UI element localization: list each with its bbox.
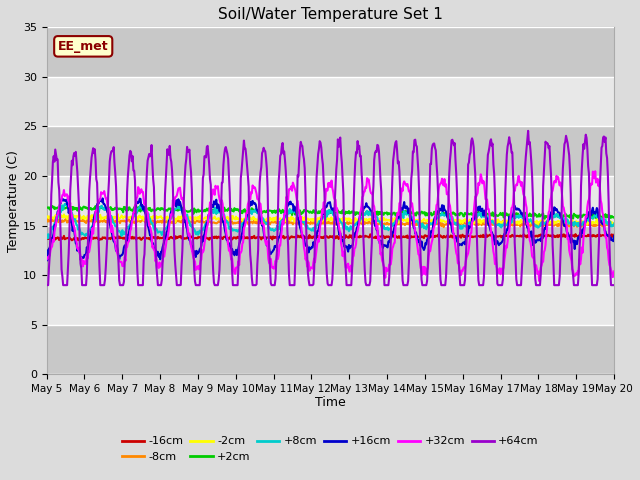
Bar [47, 176, 614, 226]
Title: Soil/Water Temperature Set 1: Soil/Water Temperature Set 1 [218, 7, 443, 22]
Bar [47, 77, 614, 126]
Bar [47, 325, 614, 374]
Bar [47, 126, 614, 176]
Y-axis label: Temperature (C): Temperature (C) [7, 150, 20, 252]
Bar [47, 27, 614, 77]
Text: EE_met: EE_met [58, 40, 109, 53]
Bar [47, 226, 614, 275]
Bar [47, 275, 614, 325]
X-axis label: Time: Time [315, 396, 346, 408]
Legend: -16cm, -8cm, -2cm, +2cm, +8cm, +16cm, +32cm, +64cm: -16cm, -8cm, -2cm, +2cm, +8cm, +16cm, +3… [118, 432, 543, 467]
